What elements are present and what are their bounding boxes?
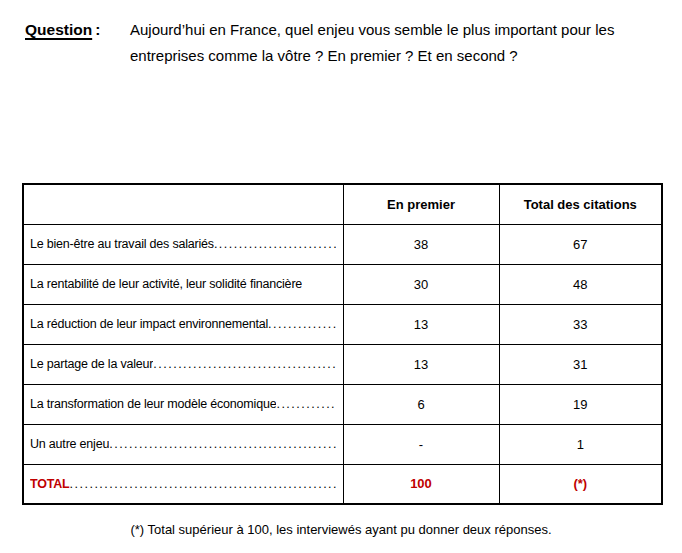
row-label: Le bien-être au travail des salariés <box>30 237 214 251</box>
row-label: Un autre enjeu <box>30 437 109 451</box>
row-label-cell: La réduction de leur impact environnemen… <box>23 304 343 344</box>
row-label: La réduction de leur impact environnemen… <box>30 317 268 331</box>
total-citations-value: 1 <box>499 424 662 464</box>
question-label-text: Question <box>25 21 92 38</box>
total-citations-value: 33 <box>499 304 662 344</box>
row-label: La rentabilité de leur activité, leur so… <box>30 277 302 291</box>
header-row: En premier Total des citations <box>23 184 662 224</box>
table-row-total: TOTAL...................................… <box>23 464 662 504</box>
row-label: La transformation de leur modèle économi… <box>30 397 276 411</box>
total-citations-value: 67 <box>499 224 662 264</box>
results-table-wrap: En premier Total des citations Le bien-ê… <box>22 183 661 505</box>
question-label: Question: <box>25 17 130 43</box>
first-value: 13 <box>343 304 499 344</box>
row-label-total: TOTAL <box>30 477 70 491</box>
leader-dots: ........................................… <box>214 237 336 251</box>
leader-dots: ........................................… <box>153 357 335 371</box>
first-value: 6 <box>343 384 499 424</box>
question-block: Question: Aujourd’hui en France, quel en… <box>25 17 665 69</box>
question-text: Aujourd’hui en France, quel enjeu vous s… <box>130 17 665 69</box>
row-label-cell: La rentabilité de leur activité, leur so… <box>23 264 343 304</box>
footnote: (*) Total supérieur à 100, les interview… <box>0 522 682 537</box>
first-value: 30 <box>343 264 499 304</box>
results-table: En premier Total des citations Le bien-ê… <box>22 183 663 505</box>
table-row: La rentabilité de leur activité, leur so… <box>23 264 662 304</box>
leader-dots: ........................................… <box>109 437 335 451</box>
table-row: Un autre enjeu..........................… <box>23 424 662 464</box>
table-row: La réduction de leur impact environnemen… <box>23 304 662 344</box>
col-header-first: En premier <box>343 184 499 224</box>
row-label-cell: Le partage de la valeur.................… <box>23 344 343 384</box>
row-label-cell: La transformation de leur modèle économi… <box>23 384 343 424</box>
first-value: - <box>343 424 499 464</box>
total-citations-value: 48 <box>499 264 662 304</box>
leader-dots: ........................................… <box>268 317 335 331</box>
total-citations-value: 31 <box>499 344 662 384</box>
total-citations-asterisk: (*) <box>499 464 662 504</box>
leader-dots: ........................................… <box>276 397 335 411</box>
table-row: La transformation de leur modèle économi… <box>23 384 662 424</box>
leader-dots: ........................................… <box>70 477 336 491</box>
col-header-total-citations: Total des citations <box>499 184 662 224</box>
first-value-total: 100 <box>343 464 499 504</box>
col-header-empty <box>23 184 343 224</box>
row-label: Le partage de la valeur <box>30 357 153 371</box>
first-value: 38 <box>343 224 499 264</box>
table-row: Le partage de la valeur.................… <box>23 344 662 384</box>
total-citations-value: 19 <box>499 384 662 424</box>
first-value: 13 <box>343 344 499 384</box>
row-label-cell: Le bien-être au travail des salariés....… <box>23 224 343 264</box>
row-label-cell: TOTAL...................................… <box>23 464 343 504</box>
table-row: Le bien-être au travail des salariés....… <box>23 224 662 264</box>
row-label-cell: Un autre enjeu..........................… <box>23 424 343 464</box>
question-colon: : <box>95 21 100 38</box>
